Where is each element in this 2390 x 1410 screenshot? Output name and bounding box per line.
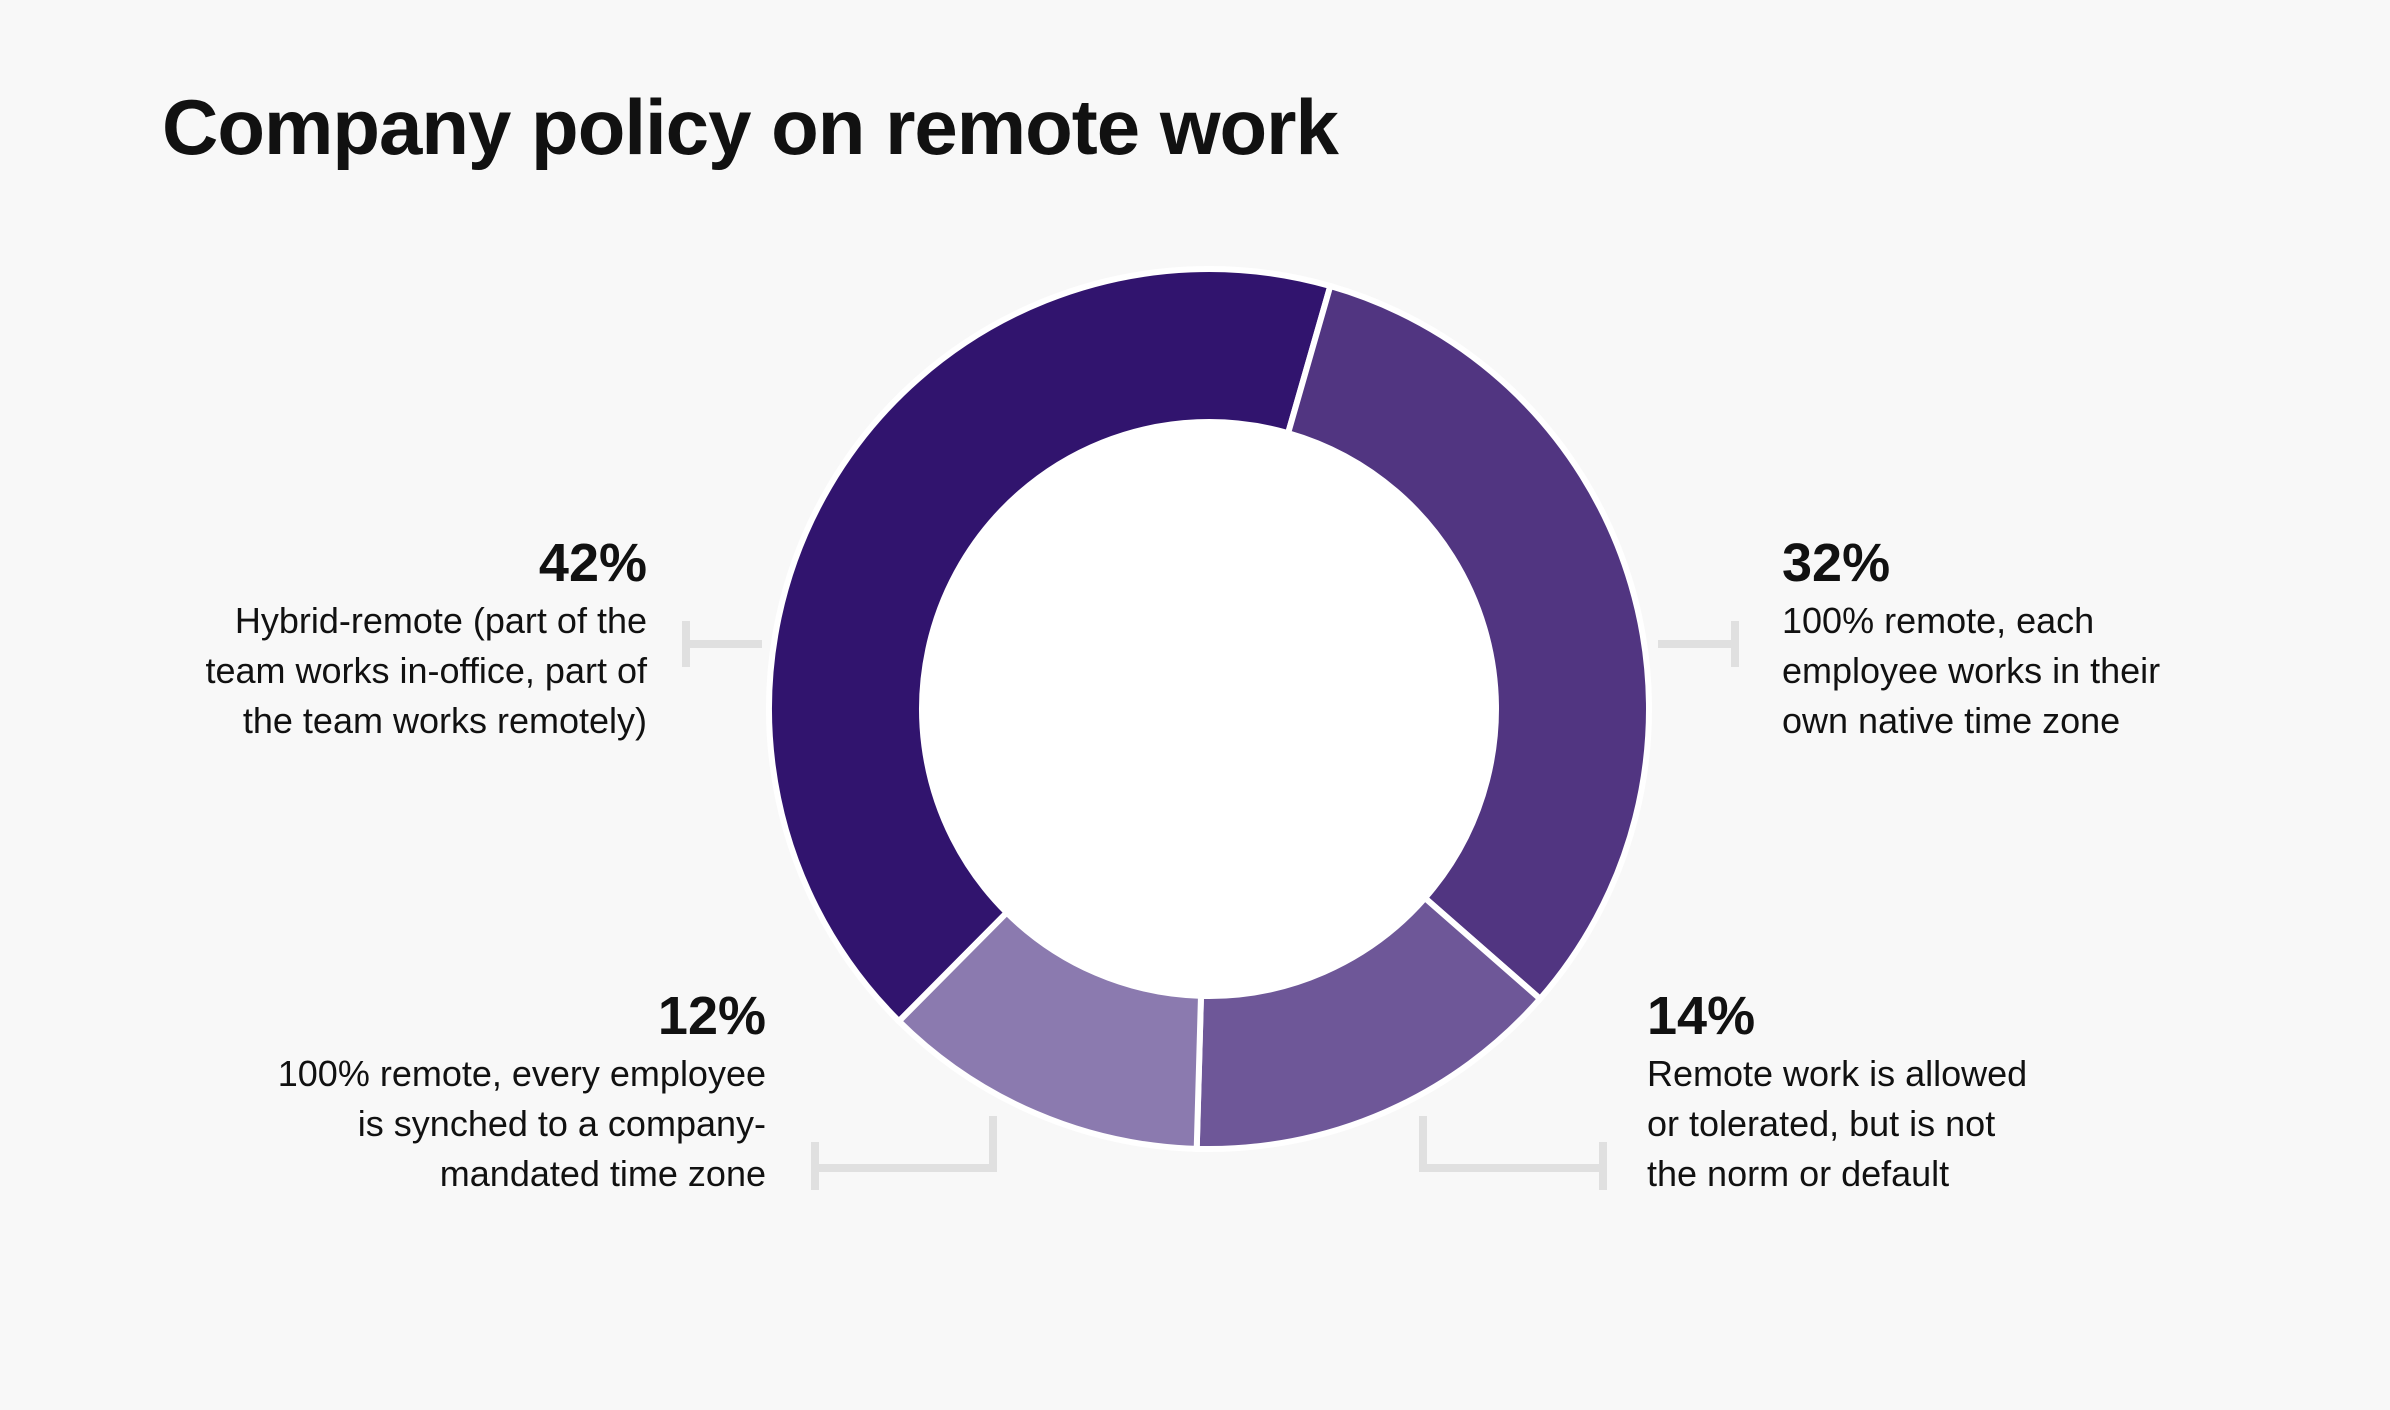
donut-slice-14 [1193, 893, 1545, 1152]
slice-percent: 12% [657, 986, 766, 1046]
donut-hole [924, 424, 1494, 994]
connector-14 [1419, 1116, 1607, 1190]
slice-percent: 32% [1782, 533, 1891, 593]
slice-label-remote-native-timezone: 32% 100% remote, each employee works in … [1782, 532, 2282, 746]
label-connectors [682, 621, 1739, 1190]
slice-percent: 14% [1647, 986, 1756, 1046]
chart-title: Company policy on remote work [162, 83, 1339, 171]
slice-description: 100% remote, every employee is synched t… [277, 1053, 766, 1194]
connector-12 [811, 1116, 997, 1190]
donut-slice-12 [894, 908, 1205, 1152]
slice-percent: 42% [538, 533, 647, 593]
donut-slices [766, 266, 1652, 1152]
connector-32 [1658, 621, 1739, 667]
donut-slice-42 [766, 266, 1334, 1026]
slice-description: Hybrid-remote (part of the team works in… [205, 600, 647, 741]
slice-label-remote-mandated-timezone: 12% 100% remote, every employee is synch… [200, 985, 766, 1199]
donut-slice-32 [1284, 282, 1652, 1004]
slice-description: 100% remote, each employee works in thei… [1782, 600, 2161, 741]
slice-label-hybrid-remote: 42% Hybrid-remote (part of the team work… [82, 532, 647, 746]
connector-42 [682, 621, 762, 667]
slice-label-remote-allowed: 14% Remote work is allowed or tolerated,… [1647, 985, 2147, 1199]
slice-description: Remote work is allowed or tolerated, but… [1647, 1053, 2028, 1194]
